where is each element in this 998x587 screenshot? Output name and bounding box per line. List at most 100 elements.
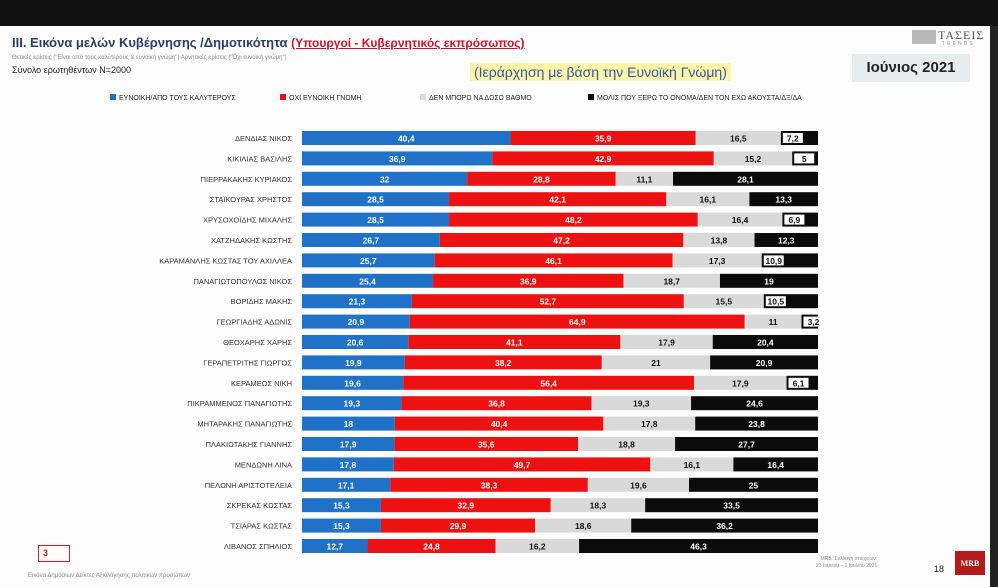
category-label: ΓΕΩΡΓΙΑΔΗΣ ΑΔΩΝΙΣ	[217, 318, 293, 327]
chart-legend: ΕΥΝΟΙΚΗ/ΑΠΟ ΤΟΥΣ ΚΑΛΥΤΕΡΟΥΣ ΟΧΙ ΕΥΝΟΙΚΗ …	[110, 94, 910, 108]
value-label-unfavorable: 36,8	[488, 399, 505, 409]
value-label-unknown: 36,2	[716, 521, 733, 531]
bar-unfavorable	[408, 335, 621, 349]
bar-unknown	[695, 416, 818, 431]
category-label: ΒΟΡΙΔΗΣ ΜΑΚΗΣ	[231, 297, 293, 306]
top-bar	[0, 0, 998, 26]
bar-favorable	[302, 233, 440, 247]
bar-unknown	[645, 498, 818, 513]
category-label: ΘΕΟΧΑΡΗΣ ΧΑΡΗΣ	[223, 338, 292, 347]
category-label: ΔΕΝΔΙΑΣ ΝΙΚΟΣ	[235, 134, 292, 143]
mrb-logo: MRB	[955, 551, 985, 575]
bar-favorable	[302, 273, 434, 288]
value-label-cannot_say: 18,6	[575, 521, 592, 531]
value-label-favorable: 17,9	[340, 440, 357, 450]
category-label: ΜΕΝΔΩΝΗ ΛΙΝΑ	[235, 460, 292, 469]
footer-note: Εικόνα Δημόσιων Δείκτες Αξιολόγησης πολι…	[28, 573, 190, 579]
value-label-favorable: 17,8	[340, 460, 357, 470]
value-label-cannot_say: 15,2	[745, 154, 762, 164]
value-label-unfavorable: 47,2	[553, 236, 570, 246]
value-label-unfavorable: 64,9	[569, 317, 586, 327]
value-label-unknown: 5	[802, 154, 807, 164]
value-label-cannot_say: 17,8	[641, 419, 658, 429]
value-label-unknown: 6,1	[793, 378, 805, 388]
bar-cannot_say	[603, 416, 696, 431]
value-label-cannot_say: 18,3	[590, 501, 607, 511]
legend-cannot-say: ΔΕΝ ΜΠΟΡΩ ΝΑ ΔΩΣΩ ΒΑΘΜΟ	[420, 94, 532, 102]
value-label-cannot_say: 18,8	[618, 440, 635, 450]
bar-unknown	[733, 457, 818, 472]
value-label-favorable: 25,4	[359, 276, 376, 286]
bar-cannot_say	[578, 437, 676, 451]
bar-favorable	[302, 396, 402, 411]
title-prefix: ΙΙΙ. Εικόνα μελών Κυβέρνησης /Δημοτικότη…	[12, 35, 288, 50]
legend-label: ΕΥΝΟΙΚΗ/ΑΠΟ ΤΟΥΣ ΚΑΛΥΤΕΡΟΥΣ	[119, 95, 236, 102]
category-label: ΜΗΤΑΡΑΚΗΣ ΠΑΝΑΓΙΩΤΗΣ	[197, 420, 292, 429]
bar-unknown	[631, 518, 818, 533]
value-label-unknown: 46,3	[690, 542, 707, 552]
value-label-cannot_say: 16,5	[730, 134, 747, 144]
value-label-unknown: 20,4	[757, 338, 774, 348]
bar-cannot_say	[683, 294, 764, 309]
category-label: ΤΣΙΑΡΑΣ ΚΩΣΤΑΣ	[231, 522, 293, 531]
mrb-note-line-1: MRB. Συλλογή στοιχείων:	[820, 556, 878, 562]
value-label-cannot_say: 19,3	[633, 399, 650, 409]
bar-cannot_say	[623, 273, 720, 288]
bar-favorable	[302, 375, 404, 390]
value-label-unfavorable: 40,4	[491, 419, 508, 429]
category-label: ΠΙΚΡΑΜΜΕΝΟΣ ΠΑΝΑΓΙΩΤΗΣ	[187, 399, 292, 408]
bar-favorable	[302, 437, 395, 451]
value-label-unfavorable: 42,9	[595, 154, 612, 164]
value-label-cannot_say: 16,1	[700, 195, 717, 205]
legend-swatch-unknown	[588, 94, 594, 100]
slide-number: 18	[934, 564, 945, 574]
value-label-unknown: 16,4	[767, 460, 784, 470]
logo-mark-icon	[912, 30, 936, 44]
bar-favorable	[302, 314, 410, 329]
value-label-cannot_say: 15,5	[716, 297, 733, 307]
bar-unfavorable	[510, 131, 696, 145]
value-label-unfavorable: 52,7	[540, 297, 557, 307]
bar-unknown	[691, 396, 818, 411]
value-label-box	[794, 153, 815, 164]
value-label-favorable: 15,3	[333, 521, 350, 531]
category-label: ΧΡΥΣΟΧΟΪΔΗΣ ΜΙΧΑΛΗΣ	[203, 216, 292, 225]
category-label: ΠΙΕΡΡΑΚΑΚΗΣ ΚΥΡΙΑΚΟΣ	[201, 175, 293, 184]
bar-unfavorable	[411, 294, 684, 309]
category-label: ΠΕΛΩΝΗ ΑΡΙΣΤΟΤΕΛΕΙΑ	[205, 481, 292, 490]
bar-favorable	[302, 457, 394, 472]
stacked-bar-chart: ΔΕΝΔΙΑΣ ΝΙΚΟΣ 40,4 35,9 16,5 7,2 ΚΙΚΙΛΙΑΣ ΒΑΣ…	[159, 131, 824, 553]
value-label-cannot_say: 21	[651, 358, 661, 368]
value-label-unfavorable: 32,9	[458, 501, 475, 511]
value-label-cannot_say: 19,6	[630, 480, 647, 490]
ranking-note: (Ιεράρχηση με βάση την Ευνοϊκή Γνώμη)	[470, 63, 731, 81]
value-label-unfavorable: 38,2	[495, 358, 512, 368]
value-label-favorable: 40,4	[398, 134, 415, 144]
value-label-box	[765, 296, 786, 307]
bar-favorable	[302, 498, 381, 513]
bar-unknown	[712, 335, 818, 349]
bar-unfavorable	[367, 539, 496, 553]
bar-cannot_say	[672, 253, 762, 268]
value-label-unfavorable: 46,1	[545, 256, 562, 266]
bar-cannot_say	[695, 131, 781, 145]
bar-unfavorable	[394, 437, 579, 451]
value-label-favorable: 26,7	[363, 236, 380, 246]
bar-cannot_say	[650, 457, 734, 472]
title-highlight: (Υπουργοί - Κυβερνητικός εκπρόσωπος)	[291, 36, 525, 50]
value-label-favorable: 25,7	[360, 256, 377, 266]
value-label-unfavorable: 56,4	[540, 378, 557, 388]
bar-unknown	[719, 273, 818, 288]
bar-favorable	[302, 212, 450, 227]
bar-unfavorable	[380, 498, 551, 513]
value-label-unknown: 6,9	[788, 215, 800, 225]
bar-favorable	[302, 335, 409, 349]
bar-cannot_say	[683, 233, 755, 247]
page-box: 3	[38, 545, 70, 562]
bar-unfavorable	[394, 416, 604, 431]
bar-unknown	[710, 355, 818, 370]
value-label-unknown: 27,7	[738, 440, 755, 450]
value-label-unknown: 12,3	[778, 236, 795, 246]
bar-favorable	[302, 192, 450, 207]
value-label-unknown: 20,9	[756, 358, 773, 368]
